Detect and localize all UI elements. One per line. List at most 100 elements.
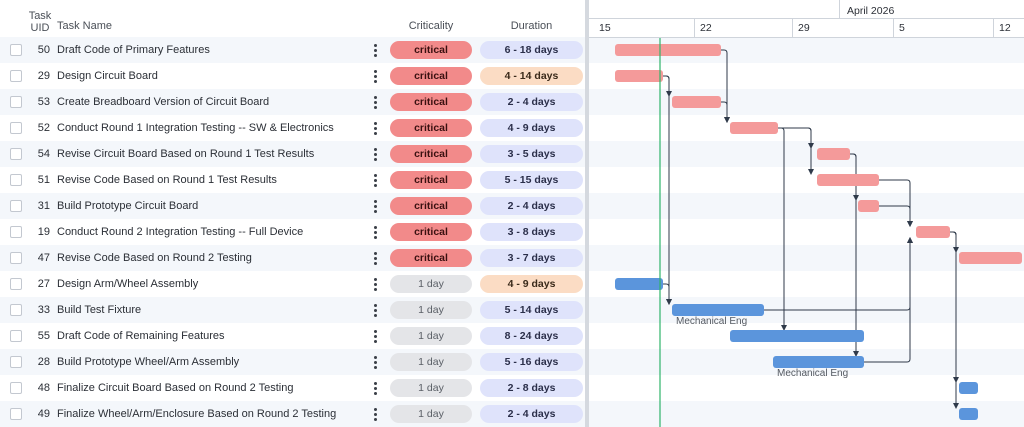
row-select-checkbox[interactable] bbox=[10, 304, 22, 316]
task-bar[interactable] bbox=[730, 122, 778, 134]
week-divider bbox=[993, 18, 994, 37]
task-name[interactable]: Revise Code Based on Round 2 Testing bbox=[57, 252, 252, 264]
row-select-checkbox[interactable] bbox=[10, 174, 22, 186]
task-bar[interactable] bbox=[817, 148, 850, 160]
task-name[interactable]: Revise Circuit Board Based on Round 1 Te… bbox=[57, 148, 315, 160]
row-menu-icon[interactable] bbox=[371, 275, 379, 293]
column-header-task-name[interactable]: Task Name bbox=[57, 20, 113, 32]
task-name[interactable]: Design Arm/Wheel Assembly bbox=[57, 278, 199, 290]
row-select-checkbox[interactable] bbox=[10, 200, 22, 212]
column-header-duration[interactable]: Duration bbox=[510, 20, 553, 32]
task-name[interactable]: Draft Code of Primary Features bbox=[57, 44, 210, 56]
task-bar[interactable] bbox=[730, 330, 864, 342]
task-uid: 33 bbox=[37, 304, 50, 316]
criticality-badge: 1 day bbox=[390, 327, 472, 345]
row-menu-icon[interactable] bbox=[371, 41, 379, 59]
row-select-checkbox[interactable] bbox=[10, 96, 22, 108]
criticality-badge: critical bbox=[390, 67, 472, 85]
row-menu-icon[interactable] bbox=[371, 405, 379, 423]
column-header-task-uid[interactable]: Task UID bbox=[28, 10, 52, 34]
task-row[interactable]: 52 Conduct Round 1 Integration Testing --… bbox=[0, 115, 585, 141]
task-bar[interactable] bbox=[916, 226, 950, 238]
task-bar[interactable] bbox=[672, 96, 721, 108]
row-select-checkbox[interactable] bbox=[10, 356, 22, 368]
task-bar[interactable] bbox=[959, 382, 978, 394]
task-row[interactable]: 19 Conduct Round 2 Integration Testing --… bbox=[0, 219, 585, 245]
task-uid: 52 bbox=[37, 122, 50, 134]
task-name[interactable]: Finalize Circuit Board Based on Round 2 … bbox=[57, 382, 294, 394]
row-menu-icon[interactable] bbox=[371, 353, 379, 371]
dependency-arrow bbox=[778, 127, 787, 331]
row-menu-icon[interactable] bbox=[371, 249, 379, 267]
task-bar[interactable] bbox=[858, 200, 879, 212]
assignee-label: Mechanical Eng bbox=[676, 316, 748, 327]
row-menu-icon[interactable] bbox=[371, 119, 379, 137]
task-grid: Task UID Task Name Criticality Duration … bbox=[0, 10, 585, 427]
row-select-checkbox[interactable] bbox=[10, 44, 22, 56]
row-menu-icon[interactable] bbox=[371, 171, 379, 189]
task-name[interactable]: Conduct Round 2 Integration Testing -- F… bbox=[57, 226, 304, 238]
task-bar[interactable] bbox=[615, 44, 721, 56]
task-bar[interactable] bbox=[773, 356, 864, 368]
task-row[interactable]: 31 Build Prototype Circuit Board critical 2… bbox=[0, 193, 585, 219]
row-menu-icon[interactable] bbox=[371, 301, 379, 319]
dependency-arrow bbox=[764, 237, 913, 311]
task-name[interactable]: Build Prototype Circuit Board bbox=[57, 200, 199, 212]
column-header-criticality[interactable]: Criticality bbox=[408, 20, 454, 32]
row-menu-icon[interactable] bbox=[371, 197, 379, 215]
criticality-badge: critical bbox=[390, 119, 472, 137]
task-bar[interactable] bbox=[959, 408, 978, 420]
row-menu-icon[interactable] bbox=[371, 145, 379, 163]
row-select-checkbox[interactable] bbox=[10, 382, 22, 394]
row-select-checkbox[interactable] bbox=[10, 408, 22, 420]
task-row[interactable]: 47 Revise Code Based on Round 2 Testing cr… bbox=[0, 245, 585, 271]
task-bar[interactable] bbox=[672, 304, 764, 316]
task-row[interactable]: 49 Finalize Wheel/Arm/Enclosure Based on … bbox=[0, 401, 585, 427]
task-bar[interactable] bbox=[615, 278, 663, 290]
task-name[interactable]: Conduct Round 1 Integration Testing -- S… bbox=[57, 122, 334, 134]
row-menu-icon[interactable] bbox=[371, 223, 379, 241]
task-name[interactable]: Design Circuit Board bbox=[57, 70, 158, 82]
task-bar[interactable] bbox=[615, 70, 663, 82]
row-select-checkbox[interactable] bbox=[10, 252, 22, 264]
task-row[interactable]: 51 Revise Code Based on Round 1 Test Resu… bbox=[0, 167, 585, 193]
dependency-arrow bbox=[721, 101, 730, 123]
dependency-arrow bbox=[850, 153, 859, 357]
task-bar[interactable] bbox=[817, 174, 879, 186]
row-select-checkbox[interactable] bbox=[10, 122, 22, 134]
task-row[interactable]: 28 Build Prototype Wheel/Arm Assembly 1 da… bbox=[0, 349, 585, 375]
task-name[interactable]: Build Prototype Wheel/Arm Assembly bbox=[57, 356, 240, 368]
row-menu-icon[interactable] bbox=[371, 67, 379, 85]
criticality-badge: critical bbox=[390, 93, 472, 111]
task-row[interactable]: 53 Create Breadboard Version of Circuit B… bbox=[0, 89, 585, 115]
row-menu-icon[interactable] bbox=[371, 379, 379, 397]
task-row[interactable]: 33 Build Test Fixture 1 day 5 - 14 days bbox=[0, 297, 585, 323]
row-select-checkbox[interactable] bbox=[10, 148, 22, 160]
duration-badge: 8 - 24 days bbox=[480, 327, 583, 345]
task-name[interactable]: Build Test Fixture bbox=[57, 304, 142, 316]
task-row[interactable]: 27 Design Arm/Wheel Assembly 1 day 4 - 9 da… bbox=[0, 271, 585, 297]
duration-badge: 5 - 16 days bbox=[480, 353, 583, 371]
task-name[interactable]: Revise Code Based on Round 1 Test Result… bbox=[57, 174, 277, 186]
dependency-arrow bbox=[879, 205, 913, 227]
task-name[interactable]: Finalize Wheel/Arm/Enclosure Based on Ro… bbox=[57, 408, 337, 420]
task-row[interactable]: 29 Design Circuit Board critical 4 - 14 day… bbox=[0, 63, 585, 89]
task-name[interactable]: Create Breadboard Version of Circuit Boa… bbox=[57, 96, 270, 108]
task-row[interactable]: 54 Revise Circuit Board Based on Round 1 … bbox=[0, 141, 585, 167]
row-menu-icon[interactable] bbox=[371, 327, 379, 345]
task-name[interactable]: Draft Code of Remaining Features bbox=[57, 330, 225, 342]
duration-badge: 6 - 18 days bbox=[480, 41, 583, 59]
row-select-checkbox[interactable] bbox=[10, 70, 22, 82]
week-divider bbox=[792, 18, 793, 37]
row-select-checkbox[interactable] bbox=[10, 278, 22, 290]
task-row[interactable]: 55 Draft Code of Remaining Features 1 day 8… bbox=[0, 323, 585, 349]
row-menu-icon[interactable] bbox=[371, 93, 379, 111]
task-row[interactable]: 48 Finalize Circuit Board Based on Round … bbox=[0, 375, 585, 401]
duration-badge: 2 - 4 days bbox=[480, 405, 583, 423]
duration-badge: 2 - 4 days bbox=[480, 93, 583, 111]
task-row[interactable]: 50 Draft Code of Primary Features critical… bbox=[0, 37, 585, 63]
row-select-checkbox[interactable] bbox=[10, 226, 22, 238]
task-bar[interactable] bbox=[959, 252, 1022, 264]
panel-splitter[interactable] bbox=[585, 0, 589, 427]
row-select-checkbox[interactable] bbox=[10, 330, 22, 342]
